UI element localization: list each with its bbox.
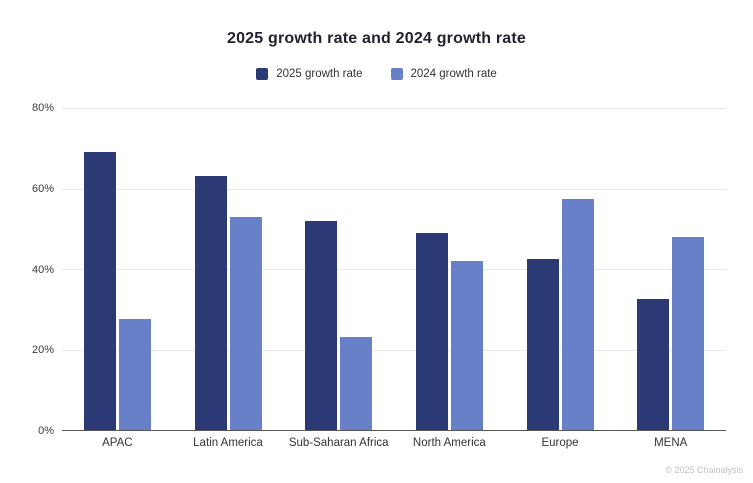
x-axis-label: Latin America	[193, 437, 263, 449]
bar	[83, 152, 116, 430]
bar-group	[394, 108, 505, 430]
y-tick-label: 20%	[31, 344, 54, 357]
y-tick-label: 40%	[31, 263, 54, 276]
bar	[526, 258, 559, 430]
bar	[637, 299, 670, 430]
legend-item-2025: 2025 growth rate	[256, 68, 363, 80]
bar	[415, 232, 448, 430]
y-tick-label: 60%	[31, 182, 54, 195]
gridline	[62, 188, 726, 190]
legend-item-2024: 2024 growth rate	[390, 68, 497, 80]
bar-group	[505, 108, 616, 430]
y-tick-label: 0%	[38, 425, 54, 437]
gridline	[62, 349, 726, 351]
bar	[118, 319, 151, 430]
x-axis-label: APAC	[102, 437, 133, 449]
bar-groups	[62, 108, 726, 430]
bar	[194, 176, 227, 430]
legend-swatch-icon	[390, 68, 403, 80]
bar	[305, 220, 338, 430]
plot-area	[62, 108, 726, 431]
legend-label: 2025 growth rate	[276, 68, 363, 80]
bar	[561, 198, 594, 430]
x-axis-label: MENA	[654, 437, 688, 449]
gridline	[62, 108, 726, 109]
bar-group	[283, 108, 394, 430]
bar-group	[615, 108, 726, 430]
legend-swatch-icon	[256, 68, 269, 80]
bar-group	[62, 108, 173, 430]
x-axis-label: Sub-Saharan Africa	[288, 437, 389, 449]
chart-footer: © 2025 Chainalysis	[665, 465, 743, 475]
legend-label: 2024 growth rate	[410, 68, 497, 80]
chart-legend: 2025 growth rate 2024 growth rate	[0, 68, 753, 80]
chart-title: 2025 growth rate and 2024 growth rate	[226, 30, 527, 47]
bar	[450, 260, 483, 430]
bar	[340, 337, 373, 430]
bar	[229, 216, 262, 430]
bar-group	[173, 108, 284, 430]
y-tick-label: 80%	[31, 102, 54, 114]
x-axis-label: North America	[412, 437, 486, 449]
y-axis: 80% 60% 40% 20% 0%	[0, 102, 54, 437]
gridline	[62, 269, 726, 270]
x-axis-label: Europe	[541, 437, 579, 449]
bar	[672, 236, 705, 430]
x-axis: APAC Latin America Sub-Saharan Africa North…	[62, 437, 726, 449]
